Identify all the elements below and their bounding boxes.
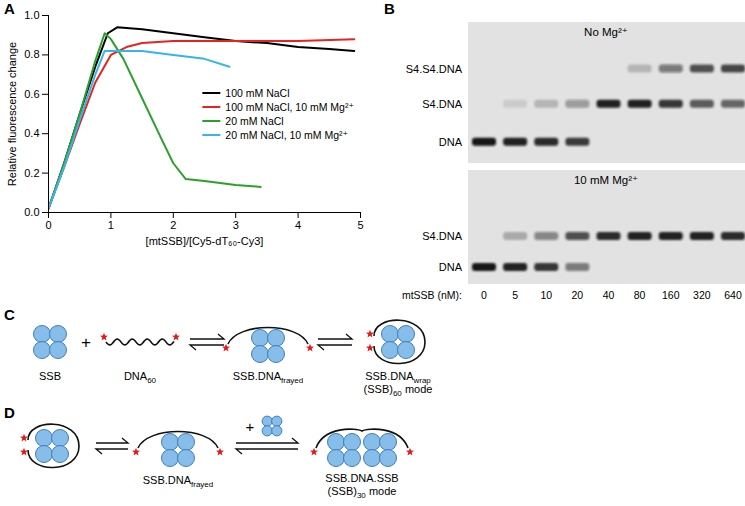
svg-text:SSB.DNAfrayed: SSB.DNAfrayed xyxy=(233,370,304,385)
svg-text:D: D xyxy=(4,404,15,421)
svg-text:DNA60: DNA60 xyxy=(124,370,157,385)
svg-text:100 mM NaCl: 100 mM NaCl xyxy=(225,87,289,99)
svg-text:(SSB)30 mode: (SSB)30 mode xyxy=(328,485,397,500)
svg-text:A: A xyxy=(4,0,15,17)
svg-text:2: 2 xyxy=(170,219,176,231)
svg-text:0.4: 0.4 xyxy=(24,127,39,139)
svg-text:SSB.DNA.SSB: SSB.DNA.SSB xyxy=(325,472,398,484)
svg-text:mtSSB (nM):: mtSSB (nM): xyxy=(402,289,462,301)
svg-text:640: 640 xyxy=(724,289,742,301)
svg-text:(SSB)60 mode: (SSB)60 mode xyxy=(364,383,433,398)
svg-text:B: B xyxy=(384,0,395,17)
svg-text:DNA: DNA xyxy=(439,136,463,148)
svg-text:DNA: DNA xyxy=(439,261,463,273)
svg-text:320: 320 xyxy=(693,289,711,301)
svg-text:[mtSSB]/[Cy5-dT₆₀-Cy3]: [mtSSB]/[Cy5-dT₆₀-Cy3] xyxy=(146,235,264,247)
svg-text:Relative fluorescence change: Relative fluorescence change xyxy=(6,42,18,186)
svg-text:5: 5 xyxy=(357,219,363,231)
svg-text:No Mg²⁺: No Mg²⁺ xyxy=(584,26,628,38)
svg-text:20 mM NaCl, 10 mM Mg²⁺: 20 mM NaCl, 10 mM Mg²⁺ xyxy=(225,129,348,141)
svg-text:S4.DNA: S4.DNA xyxy=(422,230,462,242)
svg-text:4: 4 xyxy=(295,219,301,231)
svg-text:40: 40 xyxy=(603,289,615,301)
svg-text:SSB.DNAwrap: SSB.DNAwrap xyxy=(365,370,431,385)
svg-text:5: 5 xyxy=(512,289,518,301)
svg-text:0.8: 0.8 xyxy=(24,48,39,60)
svg-text:SSB.DNAfrayed: SSB.DNAfrayed xyxy=(143,474,214,489)
svg-text:0: 0 xyxy=(481,289,487,301)
svg-text:+: + xyxy=(81,333,91,352)
svg-text:3: 3 xyxy=(233,219,239,231)
svg-text:20 mM NaCl: 20 mM NaCl xyxy=(225,115,283,127)
svg-text:1.0: 1.0 xyxy=(24,9,39,21)
svg-text:10 mM Mg²⁺: 10 mM Mg²⁺ xyxy=(574,174,638,186)
svg-text:0: 0 xyxy=(45,219,51,231)
svg-text:0.6: 0.6 xyxy=(24,88,39,100)
svg-text:100 mM NaCl, 10 mM Mg²⁺: 100 mM NaCl, 10 mM Mg²⁺ xyxy=(225,101,354,113)
svg-text:S4.S4.DNA: S4.S4.DNA xyxy=(406,63,463,75)
svg-text:160: 160 xyxy=(662,289,680,301)
svg-text:0.2: 0.2 xyxy=(24,167,39,179)
svg-text:SSB: SSB xyxy=(39,370,61,382)
svg-text:80: 80 xyxy=(634,289,646,301)
svg-text:0.0: 0.0 xyxy=(24,206,39,218)
svg-text:+: + xyxy=(246,418,255,435)
svg-text:1: 1 xyxy=(108,219,114,231)
svg-text:C: C xyxy=(4,306,15,323)
svg-text:20: 20 xyxy=(572,289,584,301)
svg-text:S4.DNA: S4.DNA xyxy=(422,98,462,110)
svg-text:10: 10 xyxy=(540,289,552,301)
